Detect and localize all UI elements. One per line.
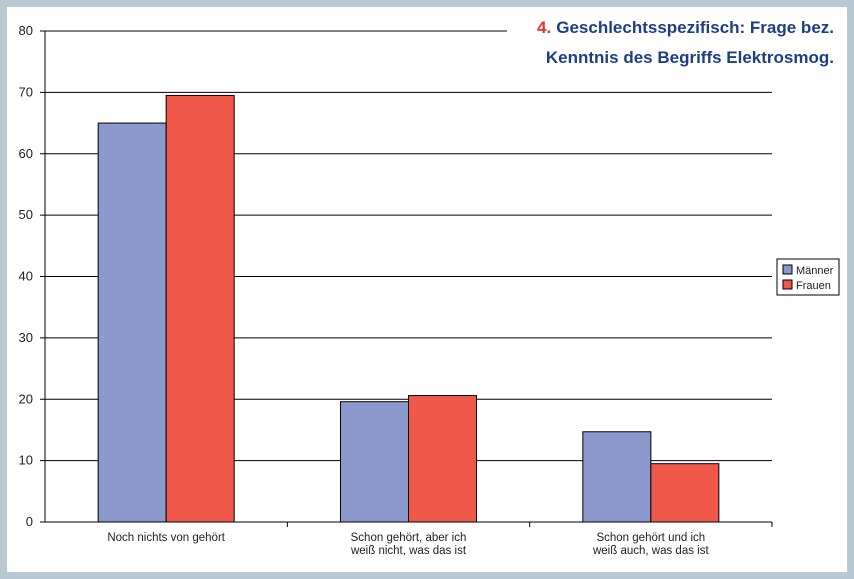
- bar-maenner: [340, 401, 409, 523]
- bar-maenner: [582, 431, 652, 523]
- legend: Männer Frauen: [776, 258, 840, 296]
- chart-title-number: 4.: [537, 18, 551, 37]
- y-tick-label: 40: [19, 269, 33, 284]
- y-tick-label: 10: [19, 453, 33, 468]
- bar-frauen: [650, 463, 720, 523]
- legend-label: Frauen: [796, 280, 831, 292]
- legend-swatch: [782, 264, 793, 275]
- y-tick-label: 30: [19, 330, 33, 345]
- y-tick-label: 0: [26, 514, 33, 529]
- legend-label: Männer: [796, 265, 834, 277]
- x-axis-categories: Noch nichts von gehört Schon gehört, aber…: [107, 522, 773, 557]
- chart-title-line-1: 4. Geschlechtsspezifisch: Frage bez.: [537, 18, 834, 37]
- y-tick-label: 20: [19, 391, 33, 406]
- bar-maenner: [97, 122, 167, 523]
- chart-title-text: Geschlechtsspezifisch: Frage bez.: [556, 18, 834, 37]
- chart-panel: 0 10 20 30 40 50 60 70 80 Noch nichts von gehört…: [7, 7, 847, 572]
- bar-chart: 0 10 20 30 40 50 60 70 80 Noch nichts von gehört…: [19, 9, 843, 557]
- bars: [97, 94, 720, 523]
- y-tick-label: 80: [19, 23, 33, 38]
- x-category-label: Schon gehört, aber ich weiß nicht, was da…: [350, 532, 467, 557]
- x-category-label: Schon gehört und ich weiß auch, was das i…: [592, 532, 709, 557]
- chart-title-line-2: Kenntnis des Begriffs Elektrosmog.: [546, 48, 834, 67]
- title-background: [507, 9, 843, 71]
- bar-frauen: [165, 94, 235, 523]
- y-axis-ticks: 0 10 20 30 40 50 60 70 80: [19, 23, 45, 529]
- y-tick-label: 70: [19, 84, 33, 99]
- x-category-label: Noch nichts von gehört: [107, 532, 225, 544]
- y-tick-label: 50: [19, 207, 33, 222]
- bar-frauen: [408, 395, 477, 523]
- y-tick-label: 60: [19, 146, 33, 161]
- legend-swatch: [782, 279, 793, 290]
